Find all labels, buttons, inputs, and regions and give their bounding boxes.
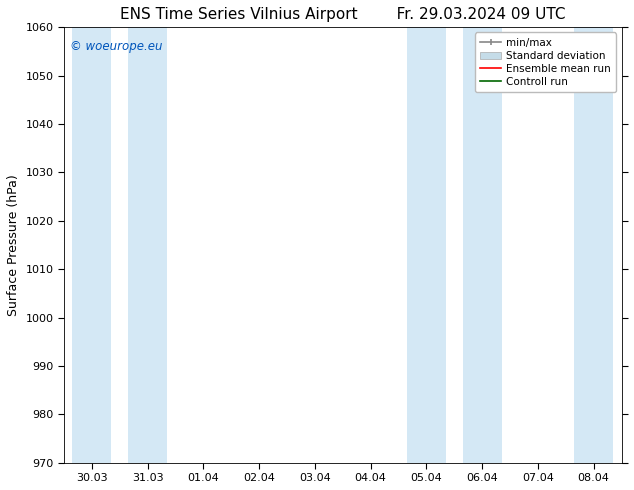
Title: ENS Time Series Vilnius Airport        Fr. 29.03.2024 09 UTC: ENS Time Series Vilnius Airport Fr. 29.0…	[120, 7, 566, 22]
Bar	[72, 27, 112, 463]
Legend: min/max, Standard deviation, Ensemble mean run, Controll run: min/max, Standard deviation, Ensemble me…	[475, 32, 616, 92]
Bar	[463, 27, 501, 463]
Text: © woeurope.eu: © woeurope.eu	[70, 40, 162, 53]
Bar	[407, 27, 446, 463]
Bar	[574, 27, 613, 463]
Y-axis label: Surface Pressure (hPa): Surface Pressure (hPa)	[7, 174, 20, 316]
Bar	[128, 27, 167, 463]
